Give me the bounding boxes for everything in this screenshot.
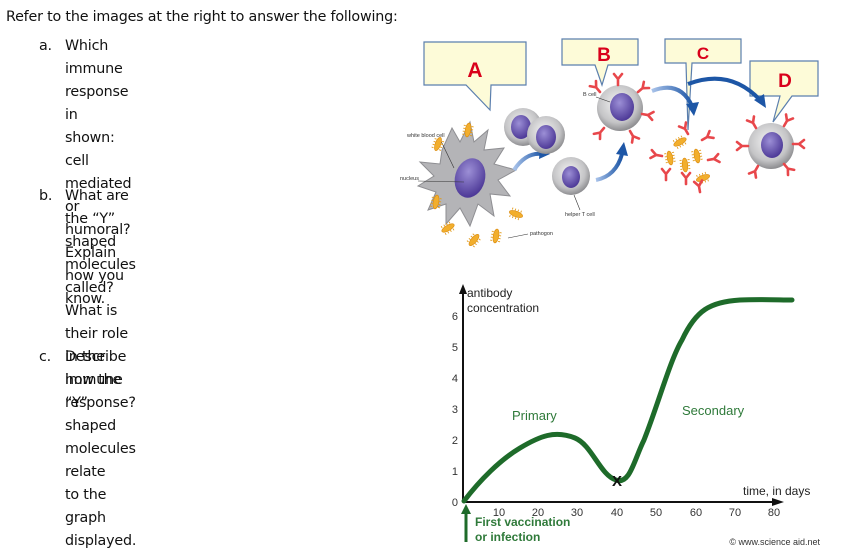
question-label: a. [39,38,52,54]
callout-letter: C [697,44,709,63]
label-helper-t-cell: helper T cell [565,212,595,218]
svg-text:30: 30 [571,507,583,519]
first-vaccination-label: First vaccination [475,515,570,529]
antibody-curve [461,297,795,504]
svg-text:70: 70 [729,507,741,519]
svg-text:3: 3 [452,404,458,416]
svg-text:10: 10 [493,507,505,519]
question-line: mediated or humoral? Explain how you [65,176,132,284]
question-line: called? What is their role in the immune [65,280,128,388]
callout-letter: D [778,71,792,92]
antibody-pathogen-cluster [649,121,721,194]
svg-text:0: 0 [452,497,458,509]
svg-text:4: 4 [452,373,458,385]
white-blood-cell [416,120,518,228]
question-label: b. [39,188,53,204]
callout-a: A [423,41,527,112]
question-label: c. [39,349,52,365]
y-axis-label-line1: antibody [467,286,512,300]
svg-text:20: 20 [532,507,544,519]
callout-c: C [664,38,742,131]
nucleus [454,158,486,198]
helper-t-cell [552,157,590,195]
svg-text:5: 5 [452,342,458,354]
label-pathogen: pathogon [530,231,553,237]
callout-letter: B [597,45,611,66]
infection-label: or infection [475,530,540,544]
callout-b: B [561,38,639,87]
svg-text:6: 6 [452,311,458,323]
lymphocyte [504,108,565,154]
label-b-cell: B cell [583,92,596,98]
second-exposure-marker: X [612,473,622,490]
question-line: Describe how the “Y” shaped molecules re… [65,349,136,480]
svg-text:2: 2 [452,435,458,447]
credit-text: © www.science aid.net [729,537,820,547]
svg-text:60: 60 [690,507,702,519]
callout-d: D [749,60,819,123]
question-line: response? [65,395,136,411]
primary-label: Primary [512,408,557,423]
callout-letter: A [467,59,482,82]
question-line: know. [65,291,106,307]
y-tick-labels: 0 1 2 3 4 5 6 [452,311,458,509]
svg-text:80: 80 [768,507,780,519]
question-line: What are the “Y” shaped molecules [65,188,136,273]
label-nucleus: nucleus [400,176,419,182]
antibody-concentration-chart: antibody concentration time, in days 0 1… [452,284,820,547]
x-axis-label: time, in days [743,484,810,498]
worksheet-intro: Refer to the images at the right to answ… [6,9,398,25]
immune-response-diagram: A B C D white blood cell nucleus pathogo… [400,38,819,250]
secondary-label: Secondary [682,403,745,418]
svg-text:1: 1 [452,466,458,478]
label-white-blood-cell: white blood cell [406,133,445,139]
question-line: Which immune response in shown: cell [65,38,129,169]
x-tick-labels: 10 20 30 40 50 60 70 80 [493,507,780,519]
b-cell [588,72,655,144]
memory-b-cell [735,113,806,179]
question-line: to the graph displayed. [65,487,137,549]
svg-text:40: 40 [611,507,623,519]
y-axis-label-line2: concentration [467,301,539,315]
svg-text:50: 50 [650,507,662,519]
